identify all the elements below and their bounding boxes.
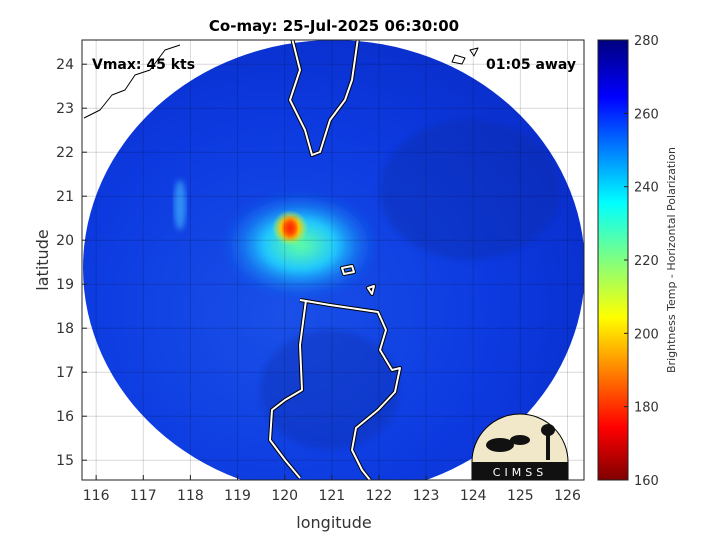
- colorbar: [597, 39, 629, 481]
- y-tick-label: 24: [56, 57, 74, 73]
- chart-title: Co-may: 25-Jul-2025 06:30:00: [209, 17, 459, 35]
- x-tick-label: 116: [83, 488, 110, 504]
- colorbar-ticks: 160 180 200 220 240 260 280: [624, 34, 659, 489]
- colorbar-tick-label: 160: [634, 474, 659, 489]
- x-tick-label: 123: [413, 488, 440, 504]
- colorbar-tick-label: 280: [634, 34, 659, 49]
- x-tick-label: 125: [507, 488, 534, 504]
- y-tick-label: 20: [56, 233, 74, 249]
- y-tick-label: 22: [56, 145, 74, 161]
- y-axis-label: latitude: [33, 229, 52, 290]
- x-axis-label: longitude: [296, 513, 371, 532]
- y-tick-label: 18: [56, 321, 74, 337]
- x-tick-label: 124: [460, 488, 487, 504]
- storm-region: [220, 190, 380, 300]
- y-tick-label: 23: [56, 101, 74, 117]
- x-tick-label: 122: [366, 488, 393, 504]
- coastlines: [83, 40, 479, 480]
- x-tick-label: 120: [271, 488, 298, 504]
- axis-ticks: 116 117 118 119 120 121 122 123 124 125 126 15 16 17 1…: [56, 57, 581, 504]
- y-tick-label: 17: [56, 365, 74, 381]
- colorbar-tick-label: 220: [634, 254, 659, 269]
- colorbar-tick-label: 260: [634, 107, 659, 122]
- y-tick-label: 19: [56, 277, 74, 293]
- colorbar-tick-label: 180: [634, 401, 659, 416]
- y-tick-label: 15: [56, 453, 74, 469]
- x-tick-label: 126: [554, 488, 581, 504]
- gridlines: [82, 40, 584, 480]
- colorbar-label: Brightness Temp - Horizontal Polarizatio…: [665, 147, 678, 373]
- colorbar-tick-label: 240: [634, 181, 659, 196]
- y-tick-label: 21: [56, 189, 74, 205]
- logo-text: CIMSS: [493, 466, 547, 479]
- colorbar-tick-label: 200: [634, 327, 659, 342]
- x-tick-label: 119: [224, 488, 251, 504]
- cimss-logo: CIMSS: [471, 413, 569, 481]
- y-tick-label: 16: [56, 409, 74, 425]
- vmax-label: Vmax: 45 kts: [92, 57, 195, 73]
- plot-frame: [81, 39, 585, 481]
- time-away-label: 01:05 away: [486, 57, 576, 73]
- x-tick-label: 118: [177, 488, 204, 504]
- x-tick-label: 121: [318, 488, 345, 504]
- x-tick-label: 117: [130, 488, 157, 504]
